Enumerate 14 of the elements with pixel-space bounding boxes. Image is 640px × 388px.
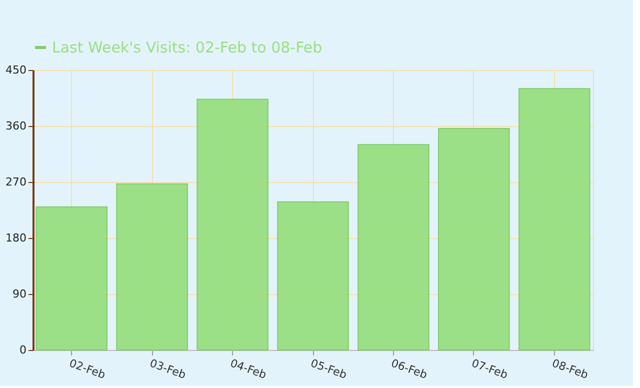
bar bbox=[196, 98, 268, 350]
y-tick-label: 360 bbox=[6, 120, 26, 132]
bar bbox=[438, 128, 510, 350]
y-tick-label: 0 bbox=[20, 344, 26, 356]
bar bbox=[358, 144, 430, 350]
bar bbox=[116, 183, 188, 350]
bar bbox=[277, 201, 349, 350]
y-tick-label: 450 bbox=[6, 64, 26, 76]
bar bbox=[518, 88, 590, 350]
bar bbox=[36, 206, 108, 350]
y-tick-label: 180 bbox=[6, 232, 26, 244]
y-tick-label: 90 bbox=[12, 288, 26, 300]
legend-label: Last Week's Visits: 02-Feb to 08-Feb bbox=[52, 38, 322, 56]
y-tick-label: 270 bbox=[6, 176, 26, 188]
